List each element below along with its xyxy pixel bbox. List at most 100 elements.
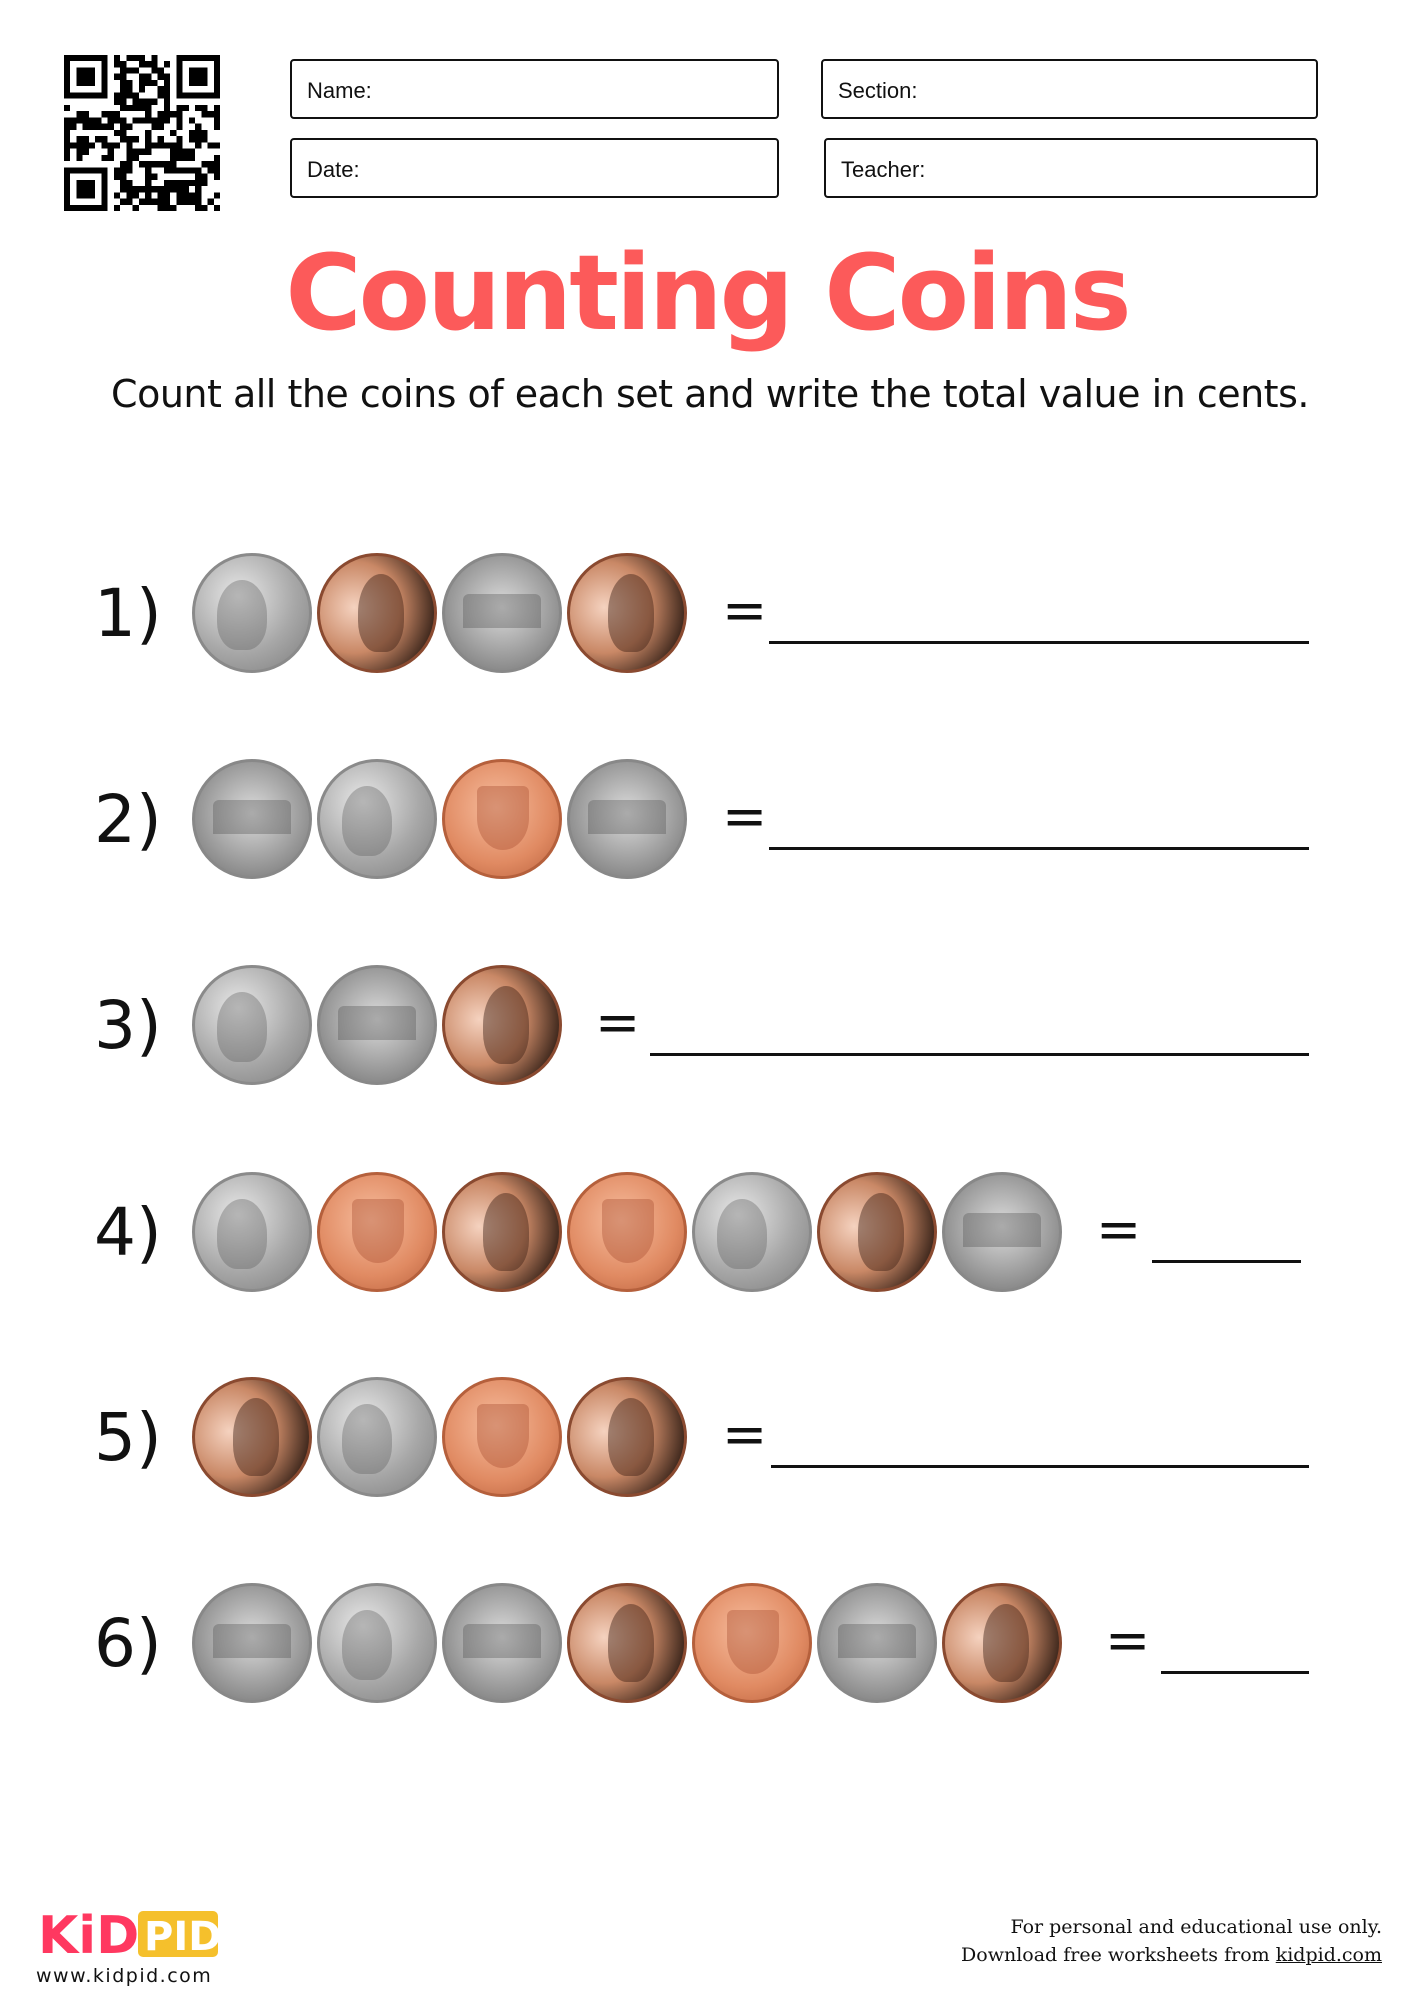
website-text: www.kidpid.com [36,1965,213,1987]
coin-emblem [838,1624,916,1658]
problem-number: 5) [94,1399,162,1476]
answer-line[interactable] [769,641,1309,644]
kidpid-logo: KiD PID [38,1906,220,1961]
nickel-tails-coin [442,553,562,673]
problem-row: 1) = [0,549,1414,679]
penny-heads-coin [442,965,562,1085]
date-field[interactable]: Date: [290,138,779,198]
problem-number: 6) [94,1605,162,1682]
kidpid-link[interactable]: kidpid.com [1275,1944,1382,1966]
download-note-prefix: Download free worksheets from [961,1944,1276,1966]
coin-emblem [477,1404,529,1468]
equals-sign: = [1096,1198,1142,1261]
answer-line[interactable] [1152,1260,1301,1263]
answer-line[interactable] [1161,1671,1309,1674]
coin-emblem [602,1199,654,1263]
answer-line[interactable] [771,1465,1309,1468]
instructions: Count all the coins of each set and writ… [111,372,1309,416]
answer-line[interactable] [769,847,1309,850]
penny-heads-coin [192,1377,312,1497]
coin-emblem [342,1610,392,1680]
penny-tails-coin [442,759,562,879]
penny-tails-coin [317,1172,437,1292]
nickel-heads-coin [317,1583,437,1703]
coin-emblem [483,1193,529,1271]
coin-emblem [217,1199,267,1269]
coin-emblem [858,1193,904,1271]
nickel-tails-coin [567,759,687,879]
coin-emblem [477,786,529,850]
penny-heads-coin [317,553,437,673]
coin-emblem [217,992,267,1062]
coin-emblem [727,1610,779,1674]
nickel-heads-coin [317,759,437,879]
nickel-tails-coin [317,965,437,1085]
coin-emblem [213,1624,291,1658]
nickel-heads-coin [192,965,312,1085]
nickel-tails-coin [942,1172,1062,1292]
coin-emblem [352,1199,404,1263]
equals-sign: = [722,785,768,848]
nickel-tails-coin [817,1583,937,1703]
problem-row: 2) = [0,755,1414,885]
penny-heads-coin [442,1172,562,1292]
nickel-tails-coin [192,759,312,879]
equals-sign: = [722,579,768,642]
coin-emblem [217,580,267,650]
nickel-heads-coin [692,1172,812,1292]
problem-number: 3) [94,987,162,1064]
coin-emblem [588,800,666,834]
nickel-heads-coin [192,1172,312,1292]
download-note: Download free worksheets from kidpid.com [961,1944,1382,1966]
penny-heads-coin [567,553,687,673]
penny-tails-coin [567,1172,687,1292]
equals-sign: = [595,991,641,1054]
coin-emblem [233,1398,279,1476]
nickel-heads-coin [192,553,312,673]
nickel-tails-coin [192,1583,312,1703]
coin-emblem [358,574,404,652]
section-label: Section: [838,78,918,103]
penny-heads-coin [567,1377,687,1497]
nickel-tails-coin [442,1583,562,1703]
name-field[interactable]: Name: [290,59,779,119]
svg-text:KiD: KiD [38,1906,139,1961]
penny-tails-coin [692,1583,812,1703]
equals-sign: = [722,1403,768,1466]
coin-emblem [608,1398,654,1476]
penny-heads-coin [817,1172,937,1292]
nickel-heads-coin [317,1377,437,1497]
problem-row: 6) = [0,1579,1414,1709]
section-field[interactable]: Section: [821,59,1318,119]
equals-sign: = [1105,1609,1151,1672]
coin-emblem [483,986,529,1064]
teacher-field[interactable]: Teacher: [824,138,1318,198]
date-label: Date: [307,157,360,182]
problem-row: 5) = [0,1373,1414,1503]
coin-emblem [963,1213,1041,1247]
coin-emblem [983,1604,1029,1682]
qr-code [64,55,220,211]
problem-number: 4) [94,1194,162,1271]
problem-row: 4) = [0,1168,1414,1298]
coin-emblem [342,786,392,856]
coin-emblem [463,594,541,628]
coin-emblem [342,1404,392,1474]
penny-tails-coin [442,1377,562,1497]
coin-emblem [338,1006,416,1040]
coin-emblem [213,800,291,834]
coin-emblem [717,1199,767,1269]
name-label: Name: [307,78,372,103]
penny-heads-coin [567,1583,687,1703]
coin-emblem [608,574,654,652]
answer-line[interactable] [650,1053,1309,1056]
problem-row: 3) = [0,961,1414,1091]
penny-heads-coin [942,1583,1062,1703]
teacher-label: Teacher: [841,157,926,182]
coin-emblem [608,1604,654,1682]
problem-number: 1) [94,575,162,652]
problem-number: 2) [94,781,162,858]
usage-note: For personal and educational use only. [1010,1916,1382,1938]
svg-text:PID: PID [144,1914,220,1960]
page-title: Counting Coins [285,232,1131,354]
